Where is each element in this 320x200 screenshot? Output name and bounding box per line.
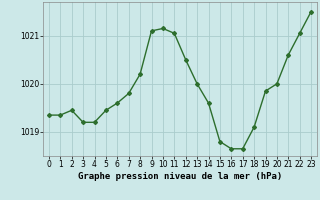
X-axis label: Graphe pression niveau de la mer (hPa): Graphe pression niveau de la mer (hPa) — [78, 172, 282, 181]
